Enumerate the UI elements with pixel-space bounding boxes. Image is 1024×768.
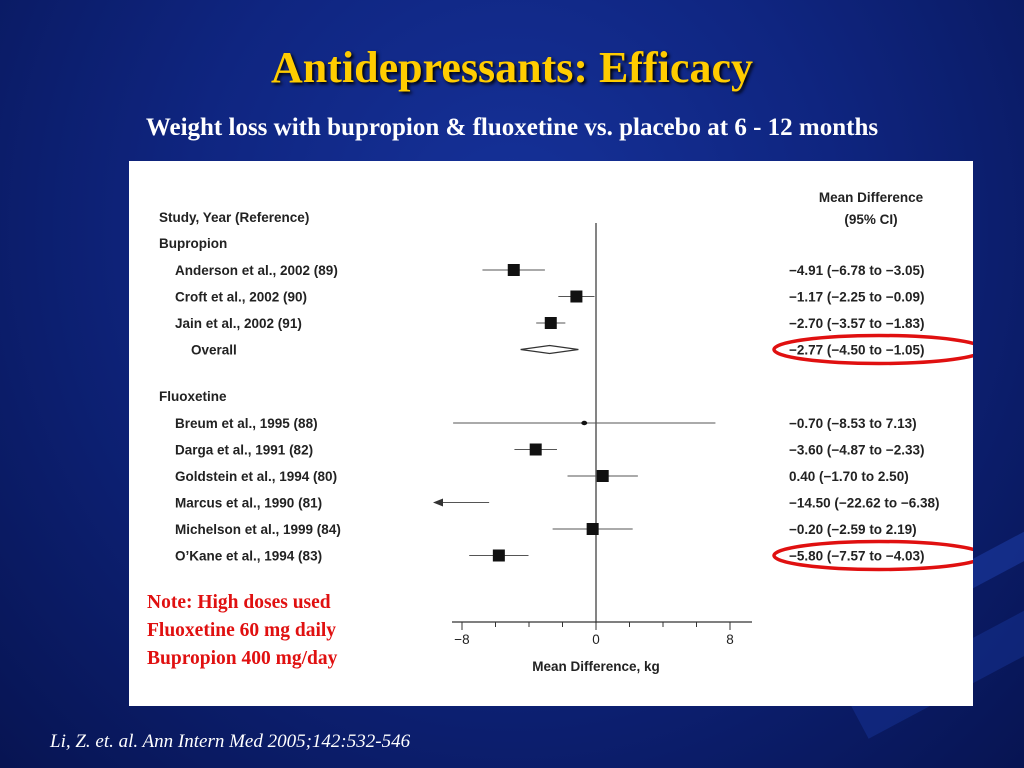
point-estimate: [586, 523, 599, 535]
x-tick-label: −8: [454, 632, 469, 647]
ci-value: −1.17 (−2.25 to −0.09): [789, 290, 924, 305]
column-header-ci: (95% CI): [844, 212, 897, 227]
ci-value: −0.20 (−2.59 to 2.19): [789, 522, 917, 537]
point-estimate: [507, 264, 520, 276]
ci-value: −4.91 (−6.78 to −3.05): [789, 263, 924, 278]
ci-value: −3.60 (−4.87 to −2.33): [789, 443, 924, 458]
study-label: Breum et al., 1995 (88): [175, 416, 318, 431]
x-axis-label: Mean Difference, kg: [532, 659, 660, 674]
citation: Li, Z. et. al. Ann Intern Med 2005;142:5…: [50, 731, 411, 752]
study-label: Jain et al., 2002 (91): [175, 316, 302, 331]
study-label: Anderson et al., 2002 (89): [175, 263, 338, 278]
dose-note-line: Note: High doses used: [147, 592, 331, 613]
column-header-mean-difference: Mean Difference: [819, 190, 924, 205]
highlight-circle: [772, 539, 973, 572]
column-header-study: Study, Year (Reference): [159, 210, 309, 225]
dose-note-line: Bupropion 400 mg/day: [147, 648, 338, 669]
x-tick-label: 0: [592, 632, 600, 647]
study-label: O’Kane et al., 1994 (83): [175, 549, 322, 564]
highlight-circle: [772, 333, 973, 366]
forest-plot: Study, Year (Reference) Mean Difference (9…: [159, 190, 973, 674]
dose-note: Note: High doses used Fluoxetine 60 mg d…: [147, 589, 337, 673]
ci-value: −2.70 (−3.57 to −1.83): [789, 316, 924, 331]
overall-label: Overall: [191, 343, 237, 358]
study-label: Goldstein et al., 1994 (80): [175, 469, 337, 484]
x-tick-label: 8: [726, 632, 734, 647]
ci-value: −5.80 (−7.57 to −4.03): [789, 549, 924, 564]
group-label: Fluoxetine: [159, 389, 227, 404]
slide-title: Antidepressants: Efficacy: [271, 43, 753, 92]
group-label: Bupropion: [159, 236, 227, 251]
ci-value: −0.70 (−8.53 to 7.13): [789, 416, 917, 431]
ci-value: 0.40 (−1.70 to 2.50): [789, 469, 909, 484]
point-estimate: [544, 317, 557, 329]
study-label: Marcus et al., 1990 (81): [175, 496, 322, 511]
ci-value: −2.77 (−4.50 to −1.05): [789, 343, 924, 358]
point-estimate: [529, 443, 542, 456]
point-estimate: [596, 470, 609, 482]
study-label: Michelson et al., 1999 (84): [175, 522, 341, 537]
truncation-arrow: [433, 498, 443, 507]
forest-plot-panel: Study, Year (Reference) Mean Difference (9…: [129, 161, 973, 706]
study-label: Darga et al., 1991 (82): [175, 443, 313, 458]
dose-note-line: Fluoxetine 60 mg daily: [147, 620, 337, 641]
point-estimate: [581, 420, 588, 426]
point-estimate: [570, 290, 583, 303]
ci-value: −14.50 (−22.62 to −6.38): [789, 496, 939, 511]
overall-diamond: [520, 344, 579, 355]
slide-subtitle: Weight loss with bupropion & fluoxetine …: [145, 114, 879, 141]
point-estimate: [492, 549, 505, 562]
study-label: Croft et al., 2002 (90): [175, 290, 307, 305]
